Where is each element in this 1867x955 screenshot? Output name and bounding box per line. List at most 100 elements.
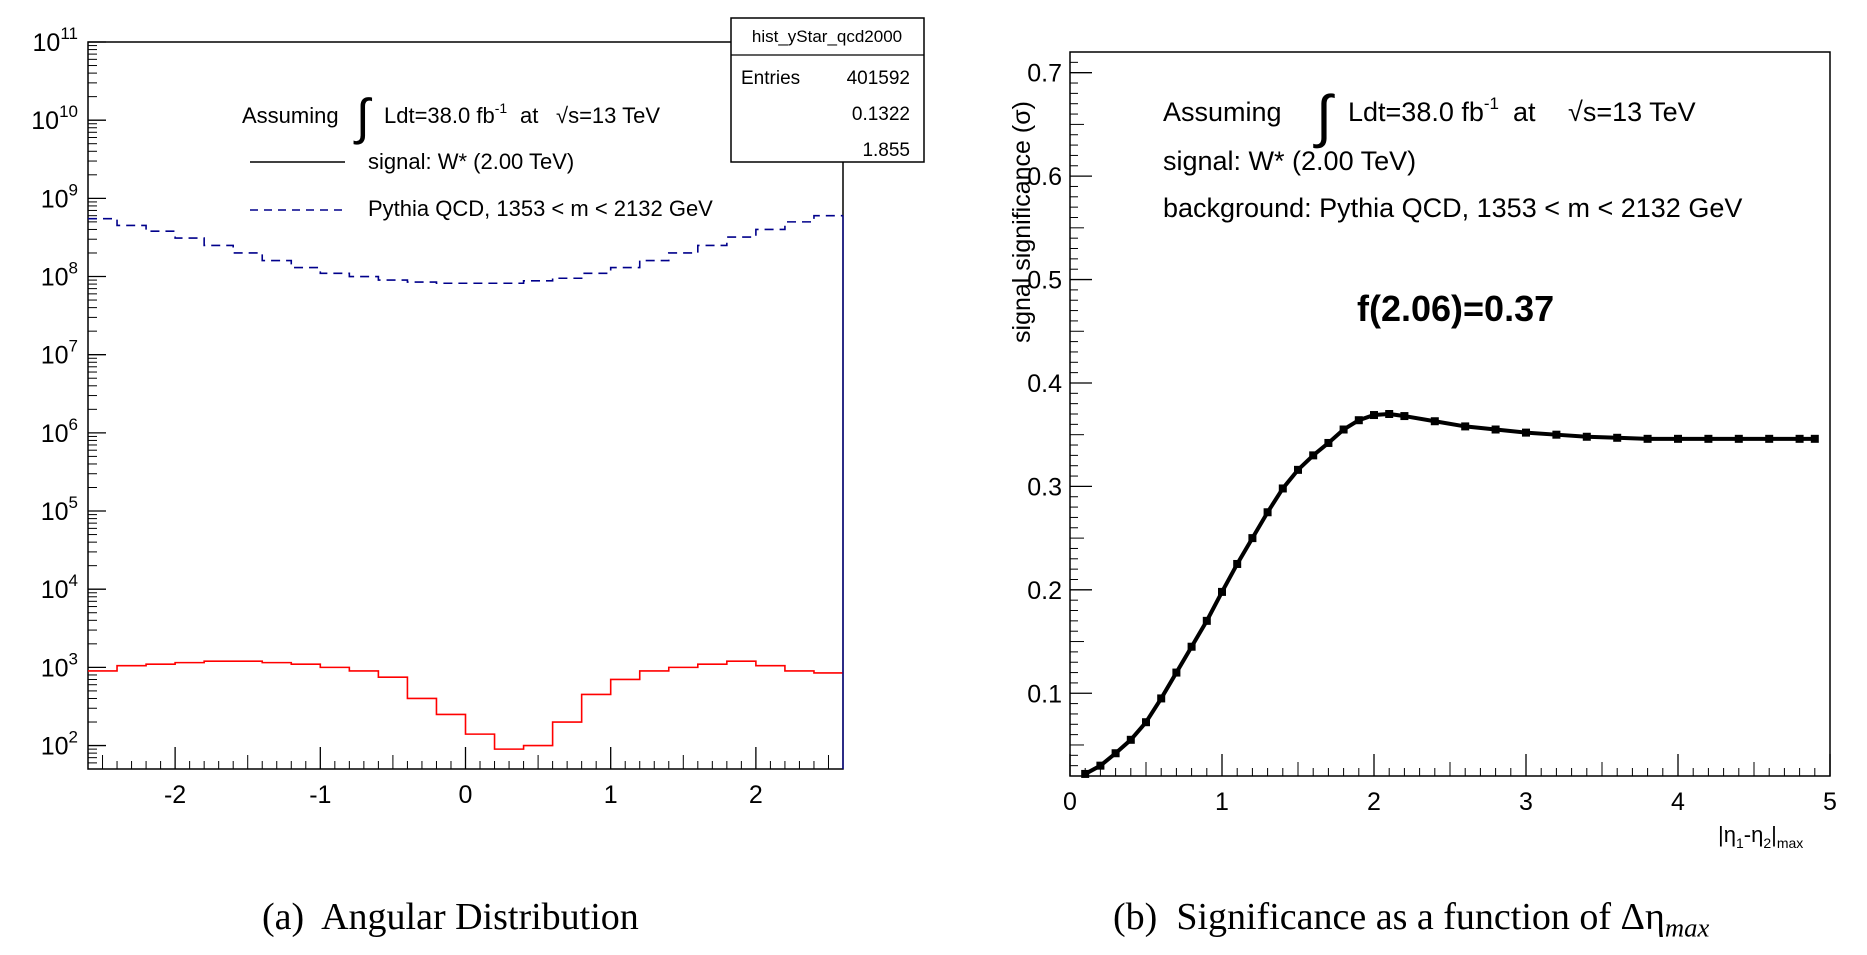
data-point: [1400, 412, 1409, 421]
y-tick-label-b: 0.7: [1027, 60, 1062, 88]
integral-sign-b: ∫: [1313, 84, 1335, 149]
y-tick-label-a: 106: [41, 415, 78, 448]
y-tick-label-a: 102: [41, 728, 78, 761]
data-point: [1810, 434, 1819, 443]
y-tick-label-a: 1011: [33, 24, 78, 57]
panel-angular-distribution: 102 103 104 105 106 107 108 109 1010 1011 -2 -1 0 1 2…: [31, 17, 925, 809]
data-point: [1461, 422, 1470, 431]
y-tick-label-b: 0.5: [1027, 267, 1062, 295]
data-point: [1385, 410, 1394, 418]
y-tick-label-a: 109: [41, 180, 78, 213]
caption-b-sub: max: [1665, 900, 1709, 942]
data-point: [1704, 434, 1713, 443]
data-point: [1491, 425, 1500, 434]
y-ticks-a: 102 103 104 105 106 107 108 109 1010 1011: [31, 24, 106, 764]
x-tick-label-a: 2: [749, 781, 763, 809]
legend-sqrt-a: √s=13 TeV: [556, 103, 660, 128]
y-tick-label-a: 105: [41, 493, 78, 526]
data-point: [1795, 434, 1804, 443]
series-significance: [1084, 411, 1815, 776]
x-tick-label-a: 1: [604, 781, 618, 809]
y-tick-label-a: 108: [41, 259, 78, 292]
legend-qcd-label: Pythia QCD, 1353 < m < 2132 GeV: [368, 196, 713, 221]
legend-at-a: at: [520, 103, 538, 128]
x-tick-label-a: -2: [164, 781, 186, 809]
x-tick-label-a: 0: [459, 781, 473, 809]
legend-a: Assuming ∫ Ldt=38.0 fb-1 at √s=13 TeV si…: [242, 89, 713, 221]
caption-a-text: Angular Distribution: [321, 896, 639, 938]
data-point: [1430, 417, 1439, 426]
y-tick-label-b: 0.3: [1027, 473, 1062, 501]
data-point: [1324, 438, 1333, 447]
data-point: [1582, 432, 1591, 441]
data-point: [1263, 508, 1272, 517]
x-ticks-a: -2 -1 0 1 2: [102, 747, 829, 809]
data-point: [1157, 694, 1166, 703]
y-axis-label-b: signal significance (σ): [1008, 101, 1036, 343]
legend-at-b: at: [1513, 97, 1536, 127]
y-tick-label-a: 1010: [31, 102, 78, 135]
data-point: [1248, 534, 1257, 543]
y-tick-label-b: 0.1: [1027, 680, 1062, 708]
caption-b-label: (b): [1113, 896, 1158, 938]
y-ticks-b: 0.1 0.2 0.3 0.4 0.5 0.6 0.7: [1027, 60, 1092, 767]
data-point: [1202, 616, 1211, 625]
panel-significance: 0.1 0.2 0.3 0.4 0.5 0.6 0.7 0 1 2 3 4 5 signal sign…: [1008, 51, 1837, 851]
data-point: [1233, 559, 1242, 568]
legend-sqrt-b: √s=13 TeV: [1568, 97, 1696, 127]
data-point: [1309, 451, 1318, 460]
y-tick-label-b: 0.2: [1027, 577, 1062, 605]
caption-b-subscript: max: [1664, 912, 1710, 943]
series-group-a: [88, 214, 844, 769]
y-tick-label-b: 0.4: [1027, 370, 1062, 398]
stats-entries-label: Entries: [741, 68, 800, 89]
x-tick-label-b: 3: [1519, 788, 1533, 816]
stats-rms-value: 1.855: [862, 140, 910, 161]
stats-box-title: hist_yStar_qcd2000: [752, 27, 902, 46]
stats-box-frame: [730, 17, 925, 163]
x-axis-label-b: |η1-η2|max: [1718, 822, 1803, 851]
data-point: [1354, 416, 1363, 425]
x-tick-label-b: 1: [1215, 788, 1229, 816]
caption-a: (a) Angular Distribution: [262, 895, 639, 939]
integral-sign-a: ∫: [353, 89, 373, 145]
data-point: [1111, 749, 1120, 758]
data-point: [1765, 434, 1774, 443]
legend-signal-label: signal: W* (2.00 TeV): [368, 149, 574, 174]
data-point: [1081, 769, 1090, 778]
caption-b-text: Significance as a function of Δη: [1176, 896, 1665, 938]
series-qcd: [88, 214, 843, 285]
stats-entries-value: 401592: [847, 68, 910, 89]
data-point: [1126, 735, 1135, 744]
legend-assuming-b: Assuming: [1163, 97, 1282, 127]
legend-assuming-a: Assuming: [242, 103, 339, 128]
legend-b: Assuming ∫ Ldt=38.0 fb-1 at √s=13 TeV si…: [1163, 84, 1742, 223]
legend-signal-b: signal: W* (2.00 TeV): [1163, 146, 1416, 176]
x-tick-label-b: 2: [1367, 788, 1381, 816]
x-tick-label-b: 5: [1823, 788, 1837, 816]
legend-background-b: background: Pythia QCD, 1353 < m < 2132 …: [1163, 193, 1742, 223]
x-ticks-b: 0 1 2 3 4 5: [1063, 754, 1837, 816]
data-point: [1096, 761, 1105, 770]
data-point: [1339, 425, 1348, 434]
data-point: [1218, 587, 1226, 596]
data-point: [1613, 433, 1622, 442]
series-signal: [88, 660, 843, 750]
legend-lumi-b: Ldt=38.0 fb-1: [1348, 94, 1499, 127]
data-point: [1187, 642, 1196, 651]
data-point: [1674, 434, 1682, 443]
data-point: [1552, 430, 1561, 439]
caption-a-label: (a): [262, 896, 305, 938]
series-group-b: [1081, 410, 1819, 778]
data-point: [1643, 434, 1652, 443]
stats-box: hist_yStar_qcd2000 Entries 401592 0.1322…: [730, 17, 925, 163]
data-point: [1294, 465, 1302, 474]
y-tick-label-a: 103: [41, 649, 78, 682]
data-point: [1142, 718, 1150, 727]
x-tick-label-a: -1: [309, 781, 331, 809]
y-tick-label-b: 0.6: [1027, 163, 1062, 191]
y-tick-label-a: 104: [41, 571, 78, 604]
x-tick-label-b: 0: [1063, 788, 1077, 816]
data-point: [1370, 411, 1378, 420]
